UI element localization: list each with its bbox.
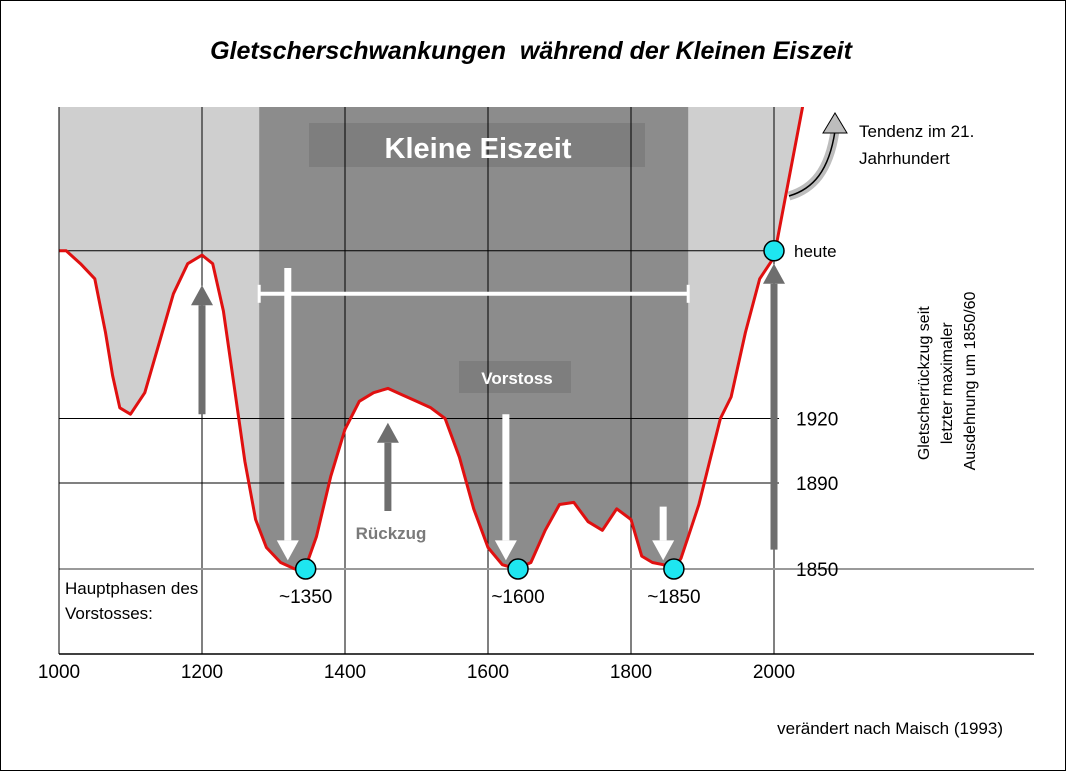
x-tick-label-1000: 1000: [38, 662, 80, 683]
chart-title: Gletscherschwankungen während der Kleine…: [210, 37, 854, 65]
x-tick-label-1600: 1600: [467, 662, 509, 683]
x-tick-label-1200: 1200: [181, 662, 223, 683]
marker-label-3: heute: [794, 242, 837, 261]
vorstoss-panel: [459, 361, 571, 393]
marker-3: [763, 240, 785, 262]
arrow-head-2: [376, 422, 399, 443]
x-tick-label-1400: 1400: [324, 662, 366, 683]
marker-2: [663, 558, 685, 580]
trend-arrow-head: [822, 112, 848, 134]
marker-0: [294, 558, 317, 580]
arrow-head-5: [763, 263, 785, 284]
tendenz-line-1: Tendenz im 21.: [859, 122, 974, 141]
marker-1: [507, 558, 529, 580]
arrow-head-3: [494, 540, 517, 561]
plot-layers: [59, 107, 805, 654]
advance-area-period: [259, 107, 689, 569]
tendenz-line-2: Jahrhundert: [859, 149, 950, 168]
hauptphasen-line-2: Vorstosses:: [65, 604, 153, 623]
ylabel-line-3: Ausdehnung um 1850/60: [962, 291, 979, 470]
period-title-panel: [309, 123, 645, 167]
plot-area: 1000 1200 1400 1600 1800 2000 1920 1890 1850 ~135…: [38, 107, 1034, 683]
curve-line: [59, 107, 805, 571]
arrow-head-4: [652, 540, 675, 561]
marker-label-1: ~1600: [491, 587, 544, 608]
marker-label-0: ~1350: [279, 587, 332, 608]
y-level-label-1850: 1850: [796, 560, 838, 581]
y-level-label-1920: 1920: [796, 410, 838, 431]
arrow-head-0: [191, 285, 213, 306]
x-tick-label-1800: 1800: [610, 662, 652, 683]
source-note: verändert nach Maisch (1993): [777, 719, 1003, 738]
vorstoss-label: Vorstoss: [481, 369, 553, 388]
x-tick-label-2000: 2000: [753, 662, 795, 683]
arrow-head-1: [276, 540, 299, 561]
ylabel-line-2: letzter maximaler: [939, 322, 956, 444]
y-level-label-1890: 1890: [796, 474, 838, 495]
ylabel: Gletscherrückzug seit letzter maximaler …: [916, 291, 979, 470]
rueckzug-label: Rückzug: [356, 524, 427, 543]
trend-arrow-outline: [788, 130, 836, 197]
marker-label-2: ~1850: [647, 587, 700, 608]
ylabel-line-1: Gletscherrückzug seit: [916, 306, 933, 460]
period-label: Kleine Eiszeit: [385, 133, 572, 165]
hauptphasen-line-1: Hauptphasen des: [65, 579, 198, 598]
